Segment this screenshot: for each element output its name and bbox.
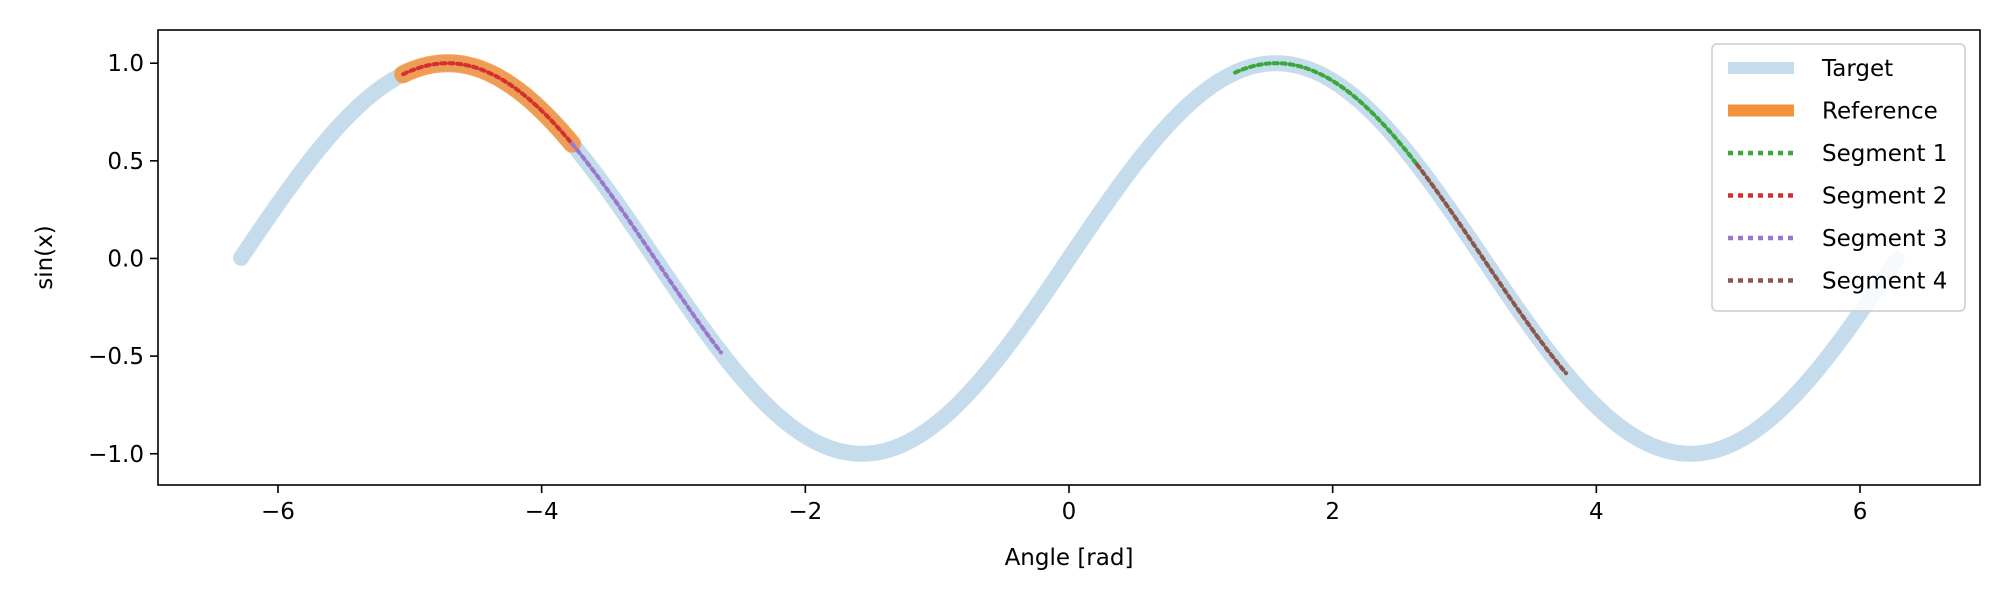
x-tick-label: 6 [1853, 499, 1868, 525]
x-axis-ticks: −6 −4 −2 0 2 4 6 [261, 485, 1867, 525]
legend: Target Reference Segment 1 Segment 2 Segment… [1711, 43, 1966, 312]
y-tick-label: 1.0 [107, 51, 144, 77]
x-axis-label: Angle [rad] [1005, 545, 1134, 571]
y-tick-label: 0.0 [107, 246, 144, 272]
legend-label: Target [1821, 56, 1893, 82]
legend-label: Segment 1 [1822, 141, 1947, 167]
x-tick-label: −4 [525, 499, 559, 525]
legend-label: Segment 4 [1822, 269, 1947, 295]
series-line-segment-4 [1415, 162, 1569, 376]
x-tick-label: −6 [261, 499, 295, 525]
y-axis-label: sin(x) [32, 225, 58, 290]
y-axis-ticks: −1.0 −0.5 0.0 0.5 1.0 [88, 51, 158, 468]
legend-label: Reference [1822, 99, 1938, 125]
x-tick-label: 2 [1325, 499, 1340, 525]
series-line-segment-3 [569, 141, 723, 355]
legend-label: Segment 3 [1822, 226, 1947, 252]
series-line-segment-1 [1233, 61, 1420, 167]
series-line-target [233, 55, 1905, 462]
x-tick-label: 4 [1589, 499, 1604, 525]
y-tick-label: −1.0 [88, 442, 144, 468]
x-tick-label: −2 [788, 499, 822, 525]
legend-label: Segment 2 [1822, 184, 1947, 210]
series-line-segment-2 [401, 61, 574, 146]
y-tick-label: 0.5 [107, 149, 144, 175]
series-line-reference [394, 54, 581, 153]
plot-layer [233, 54, 1905, 462]
x-tick-label: 0 [1062, 499, 1077, 525]
y-tick-label: −0.5 [88, 344, 144, 370]
